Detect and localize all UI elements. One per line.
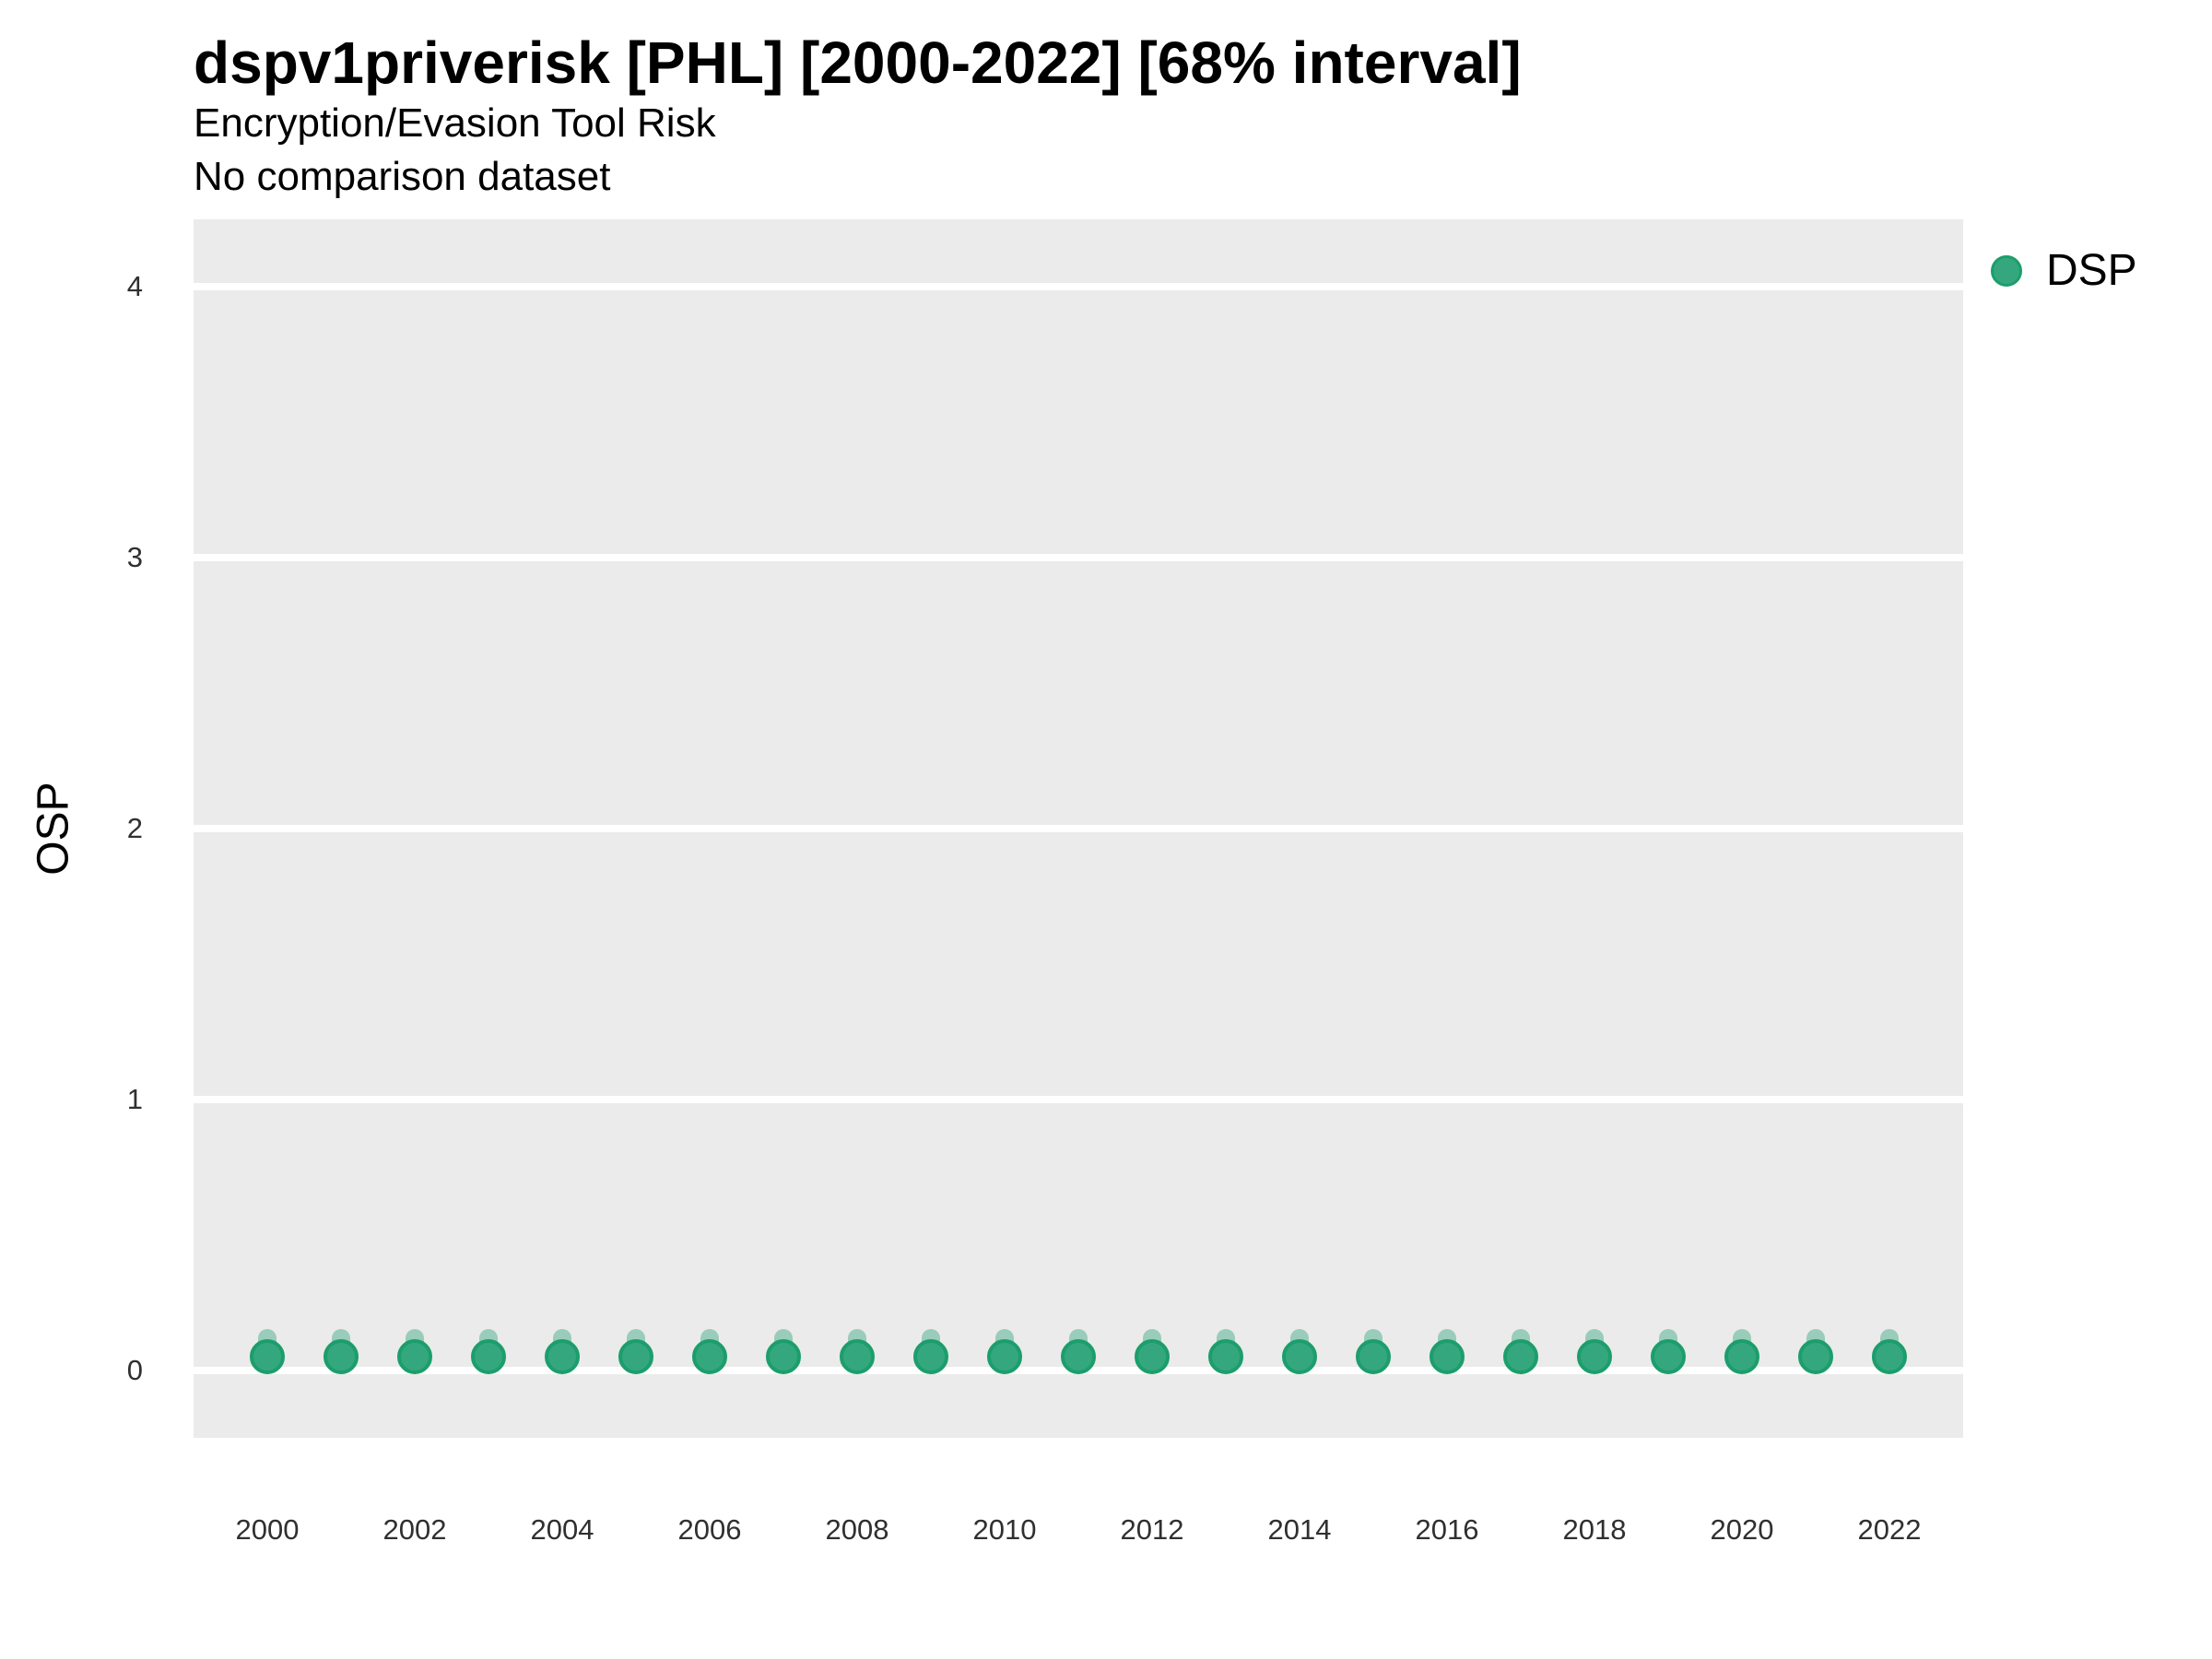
data-point	[1798, 1338, 1833, 1374]
x-tick-label: 2008	[825, 1513, 889, 1546]
data-point	[1282, 1338, 1317, 1374]
x-tick-label: 2016	[1415, 1513, 1479, 1546]
gridline-y-3	[194, 554, 1963, 562]
data-point	[618, 1338, 653, 1374]
x-tick-label: 2004	[530, 1513, 594, 1546]
x-tick-label: 2012	[1120, 1513, 1184, 1546]
data-point	[1135, 1338, 1170, 1374]
y-tick-label: 1	[126, 1082, 143, 1115]
x-tick-label: 2000	[235, 1513, 300, 1546]
data-point	[250, 1338, 285, 1374]
gridline-y-4	[194, 283, 1963, 291]
data-point	[1503, 1338, 1538, 1374]
data-point	[840, 1338, 875, 1374]
data-point	[913, 1338, 948, 1374]
data-point	[545, 1338, 580, 1374]
legend: DSP	[1991, 249, 2137, 293]
data-point	[1872, 1338, 1907, 1374]
data-point	[1430, 1338, 1465, 1374]
x-tick-label: 2022	[1857, 1513, 1922, 1546]
data-point	[987, 1338, 1022, 1374]
chart-title: dspv1priverisk [PHL] [2000-2022] [68% in…	[194, 29, 1522, 96]
data-point	[397, 1338, 432, 1374]
gridline-y-1	[194, 1095, 1963, 1103]
gridline-y-2	[194, 825, 1963, 832]
data-point	[1724, 1338, 1759, 1374]
y-tick-label: 0	[126, 1353, 143, 1386]
x-tick-label: 2020	[1710, 1513, 1774, 1546]
chart-subtitle: Encryption/Evasion Tool Risk	[194, 100, 716, 146]
x-tick-label: 2014	[1267, 1513, 1332, 1546]
x-tick-label: 2018	[1562, 1513, 1627, 1546]
y-tick-label: 3	[126, 541, 143, 574]
data-point	[1577, 1338, 1612, 1374]
x-tick-label: 2006	[677, 1513, 742, 1546]
data-point	[692, 1338, 727, 1374]
data-point	[1208, 1338, 1243, 1374]
plot-panel	[194, 219, 1963, 1438]
x-tick-label: 2010	[972, 1513, 1037, 1546]
data-point	[1061, 1338, 1096, 1374]
data-point	[324, 1338, 359, 1374]
legend-point-icon	[1991, 255, 2022, 287]
y-tick-label: 2	[126, 812, 143, 844]
data-point	[1651, 1338, 1686, 1374]
data-point	[766, 1338, 801, 1374]
data-point	[471, 1338, 506, 1374]
data-point	[1356, 1338, 1391, 1374]
y-tick-label: 4	[126, 270, 143, 303]
legend-label: DSP	[2046, 246, 2137, 295]
x-tick-label: 2002	[382, 1513, 447, 1546]
chart-note: No comparison dataset	[194, 154, 611, 199]
